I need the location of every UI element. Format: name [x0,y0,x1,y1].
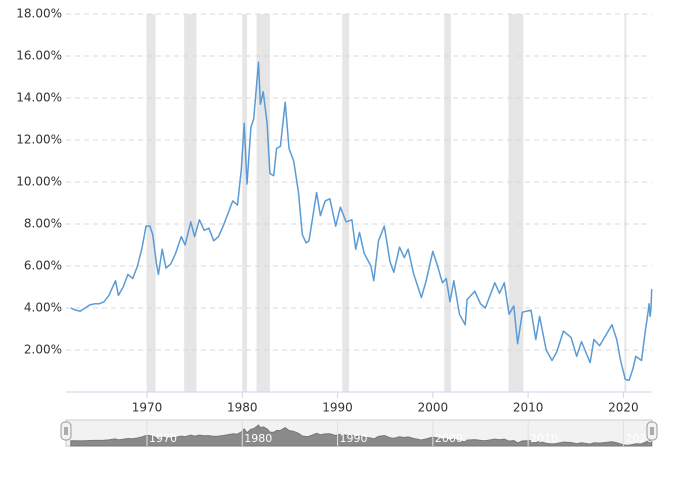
y-tick-label: 18.00% [16,7,62,21]
navigator-label: 1990 [340,432,368,445]
y-tick-label: 6.00% [24,259,62,273]
navigator-area [70,424,653,447]
recession-band [342,14,349,392]
recession-band [146,14,156,392]
navigator-label: 2010 [530,432,558,445]
x-tick-label: 1990 [322,401,353,415]
x-tick-label: 1970 [132,401,163,415]
x-tick-label: 2020 [608,401,639,415]
recession-band [444,14,451,392]
y-tick-label: 16.00% [16,49,62,63]
navigator[interactable]: 1970 1980 1990 2000 2010 2020 [60,419,658,447]
recession-band [184,14,197,392]
recession-band [256,14,270,392]
x-tick-label: 1980 [227,401,258,415]
y-tick-label: 2.00% [24,343,62,357]
y-tick-label: 8.00% [24,217,62,231]
x-tick-label: 2010 [513,401,544,415]
navigator-label: 2000 [435,432,463,445]
y-tick-label: 4.00% [24,301,62,315]
line-series [70,61,653,382]
recession-band [242,14,248,392]
x-tick-label: 2000 [418,401,449,415]
y-tick-label: 14.00% [16,91,62,105]
y-tick-label: 12.00% [16,133,62,147]
recession-band [508,14,524,392]
navigator-handle[interactable] [646,421,658,441]
navigator-label: 2020 [625,432,653,445]
recession-band [624,14,627,392]
y-tick-label: 10.00% [16,175,62,189]
navigator-label: 1980 [244,432,272,445]
navigator-label: 1970 [149,432,177,445]
navigator-handle[interactable] [60,421,72,441]
